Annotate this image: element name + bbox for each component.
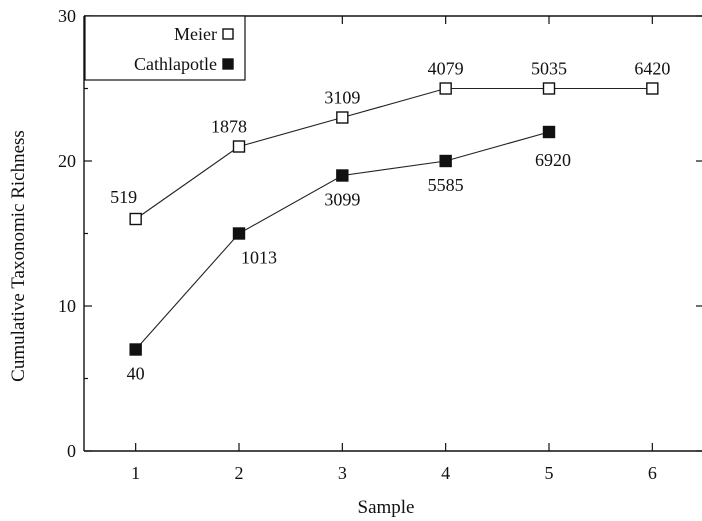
data-point-meier	[439, 82, 452, 95]
legend-entry-label: Cathlapotle	[134, 54, 217, 74]
legend-entry-label: Meier	[174, 24, 217, 44]
data-point-meier	[129, 212, 142, 226]
data-label-cathlapotle: 6920	[535, 150, 571, 170]
data-label-meier: 3109	[324, 88, 360, 108]
x-tick-label: 4	[441, 463, 450, 483]
data-label-meier: 519	[110, 187, 137, 207]
data-label-cathlapotle: 3099	[324, 190, 360, 210]
x-tick-label: 6	[648, 463, 657, 483]
point-labels: 519 1878 3109 4079 5035 6420 40 1013 3099 5585 692…	[110, 59, 670, 384]
data-label-meier: 4079	[428, 59, 464, 79]
data-label-cathlapotle: 5585	[428, 175, 464, 195]
y-axis-label: Cumulative Taxonomic Richness	[8, 130, 29, 382]
series-line-meier	[135, 87, 653, 220]
data-point-cathlapotle	[542, 125, 556, 139]
x-tick-label: 2	[235, 463, 244, 483]
data-point-meier	[646, 82, 659, 95]
x-tick-label: 1	[131, 463, 140, 483]
y-tick-label: 0	[67, 441, 76, 461]
x-axis-label: Sample	[358, 497, 415, 518]
legend-marker	[222, 58, 234, 70]
data-label-cathlapotle: 1013	[241, 248, 277, 268]
data-label-cathlapotle: 40	[127, 364, 145, 384]
data-label-meier: 1878	[211, 117, 247, 137]
data-point-cathlapotle	[232, 227, 246, 240]
series-line-cathlapotle	[135, 131, 550, 350]
data-label-meier: 5035	[531, 59, 567, 79]
y-tick-label: 10	[58, 296, 76, 316]
x-tick-label: 5	[545, 463, 554, 483]
data-point-cathlapotle	[129, 343, 142, 356]
data-point-meier	[542, 82, 556, 95]
data-point-meier	[336, 111, 349, 124]
series-layer	[129, 82, 659, 356]
data-point-meier	[232, 140, 246, 153]
legend-marker	[222, 28, 234, 40]
data-point-cathlapotle	[336, 169, 349, 182]
x-tick-label: 3	[338, 463, 347, 483]
legend: Meier Cathlapotle	[84, 15, 246, 81]
y-tick-label: 30	[58, 6, 76, 26]
data-point-cathlapotle	[439, 154, 452, 168]
y-tick-label: 20	[58, 151, 76, 171]
data-label-meier: 6420	[634, 59, 670, 79]
legend-box	[84, 15, 246, 81]
